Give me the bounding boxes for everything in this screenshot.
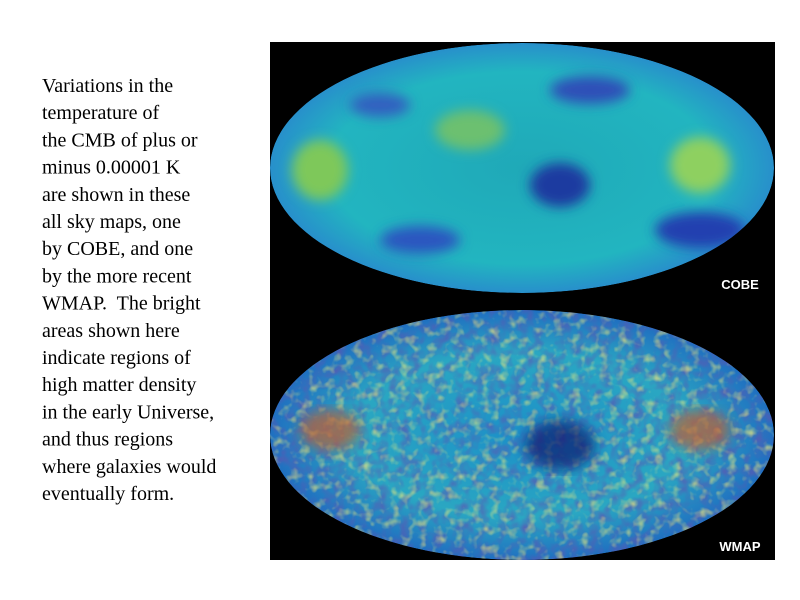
text-line: indicate regions of: [42, 347, 191, 369]
text-line: by COBE, and one: [42, 238, 193, 260]
text-line: where galaxies would: [42, 456, 216, 478]
map-label: WMAP: [719, 539, 760, 554]
text-line: temperature of: [42, 102, 159, 124]
text-line: minus 0.00001 K: [42, 157, 181, 179]
text-line: all sky maps, one: [42, 211, 181, 233]
text-line: the CMB of plus or: [42, 129, 198, 151]
text-line: in the early Universe,: [42, 401, 214, 423]
text-line: high matter density: [42, 374, 196, 396]
text-line: by the more recent: [42, 265, 192, 287]
wmap-map: [270, 310, 774, 560]
map-label: COBE: [721, 277, 759, 292]
text-block: Variations in the temperature of the CMB o…: [42, 75, 216, 505]
text-line: and thus regions: [42, 429, 173, 451]
cobe-map: [270, 43, 774, 293]
text-line: areas shown here: [42, 320, 180, 342]
sky-maps-image: COBE WMAP: [270, 42, 775, 560]
text-line: eventually form.: [42, 483, 174, 505]
text-line: are shown in these: [42, 184, 190, 206]
text-line: WMAP. The bright: [42, 293, 201, 315]
text-line: Variations in the: [42, 75, 173, 97]
